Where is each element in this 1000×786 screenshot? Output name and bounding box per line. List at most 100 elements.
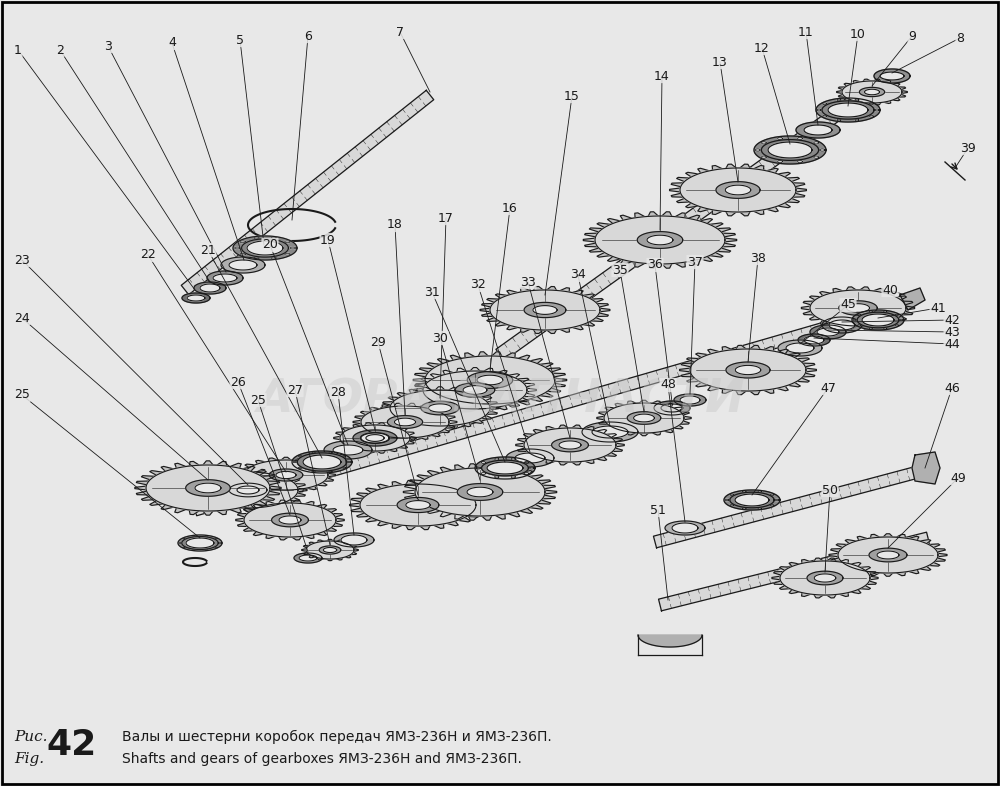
Polygon shape [285,241,290,243]
Polygon shape [495,458,499,460]
Polygon shape [193,535,195,537]
Polygon shape [870,103,873,105]
Polygon shape [290,247,295,249]
Polygon shape [329,471,332,472]
Polygon shape [285,253,290,255]
Text: 28: 28 [330,385,346,399]
Polygon shape [775,499,779,501]
Polygon shape [254,257,259,259]
Polygon shape [467,372,513,388]
Polygon shape [481,472,486,475]
Text: 37: 37 [687,255,703,269]
Polygon shape [187,295,205,301]
Polygon shape [319,546,341,554]
Polygon shape [182,293,210,303]
Text: 26: 26 [230,376,246,388]
Text: 34: 34 [570,269,586,281]
Polygon shape [205,535,207,537]
Polygon shape [477,375,503,385]
Polygon shape [900,319,903,321]
Polygon shape [778,160,782,163]
Polygon shape [796,122,840,138]
Polygon shape [647,235,673,244]
Polygon shape [822,317,862,333]
Polygon shape [758,490,762,492]
Polygon shape [552,439,588,452]
Polygon shape [680,345,816,395]
Polygon shape [387,416,423,428]
Text: 13: 13 [712,56,728,68]
Text: 35: 35 [612,263,628,277]
Text: Fig.: Fig. [14,752,44,766]
Text: 15: 15 [564,90,580,102]
Polygon shape [768,142,812,158]
Polygon shape [334,423,416,454]
Polygon shape [524,461,529,464]
Polygon shape [816,98,880,122]
Polygon shape [215,547,217,548]
Polygon shape [862,314,894,326]
Polygon shape [342,455,346,457]
Text: 16: 16 [502,201,518,215]
Polygon shape [627,412,661,424]
Text: 33: 33 [520,276,536,288]
Polygon shape [846,303,870,312]
Text: 47: 47 [820,381,836,395]
Text: 38: 38 [750,252,766,265]
Polygon shape [725,499,729,501]
Polygon shape [730,494,734,495]
Polygon shape [200,284,220,292]
Text: 50: 50 [822,483,838,497]
Polygon shape [207,271,243,285]
Polygon shape [229,260,257,270]
Polygon shape [297,453,347,471]
Polygon shape [755,149,760,151]
Polygon shape [761,140,819,160]
Polygon shape [778,138,782,140]
Polygon shape [242,239,288,257]
Polygon shape [394,418,416,426]
Polygon shape [654,401,690,415]
Polygon shape [823,103,826,105]
Polygon shape [817,328,839,336]
Polygon shape [855,119,859,121]
Polygon shape [638,635,702,647]
Text: 25: 25 [14,388,30,402]
Polygon shape [604,403,684,433]
Text: 41: 41 [930,302,946,314]
Polygon shape [429,404,452,412]
Polygon shape [852,310,904,330]
Text: 17: 17 [438,211,454,225]
Text: 20: 20 [262,238,278,252]
Text: 45: 45 [840,299,856,311]
Polygon shape [874,69,910,83]
Polygon shape [361,406,449,438]
Text: 32: 32 [470,278,486,292]
Polygon shape [837,79,907,105]
Polygon shape [229,483,267,497]
Polygon shape [592,426,628,438]
Polygon shape [895,325,899,326]
Polygon shape [735,365,761,375]
Polygon shape [810,290,906,326]
Text: Валы и шестерни коробок передач ЯМЗ-236Н и ЯМЗ-236П.: Валы и шестерни коробок передач ЯМЗ-236Н… [122,730,552,744]
Polygon shape [333,445,363,455]
Polygon shape [772,558,878,598]
Polygon shape [194,282,226,294]
Polygon shape [348,461,351,463]
Polygon shape [829,320,855,330]
Text: 48: 48 [660,379,676,391]
Polygon shape [661,404,683,412]
Polygon shape [516,425,624,465]
Polygon shape [637,232,683,248]
Polygon shape [786,343,814,353]
Polygon shape [366,435,384,442]
Polygon shape [406,501,430,509]
Polygon shape [511,458,515,460]
Polygon shape [334,533,374,547]
Polygon shape [582,422,638,442]
Polygon shape [735,494,769,506]
Polygon shape [798,160,802,163]
Polygon shape [583,211,737,268]
Polygon shape [421,401,459,415]
